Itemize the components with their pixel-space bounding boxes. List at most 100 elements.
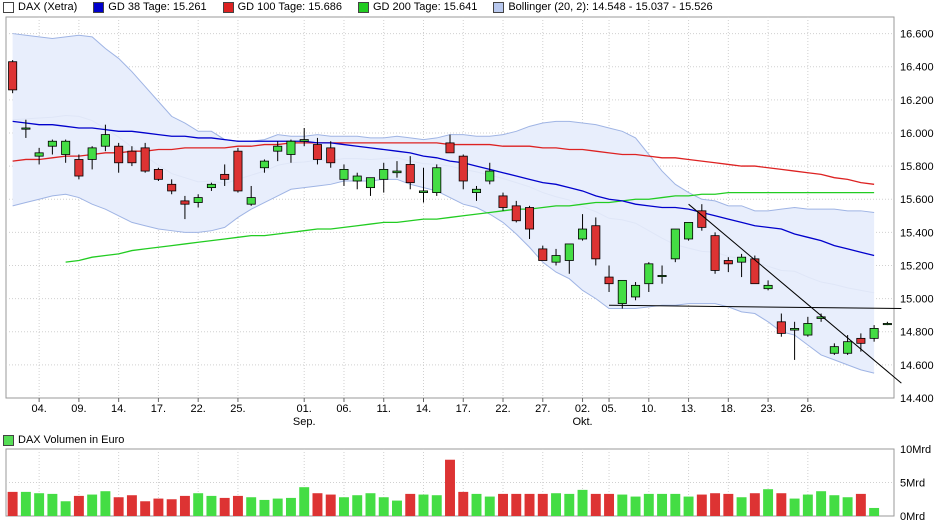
x-tick-label: 01. xyxy=(297,403,312,415)
candle-body xyxy=(657,275,667,278)
x-month-label: Sep. xyxy=(293,416,316,428)
volume-bar xyxy=(113,497,124,516)
volume-bar xyxy=(378,497,389,516)
volume-bar xyxy=(590,493,601,516)
x-tick-label: 17. xyxy=(151,403,166,415)
volume-bar xyxy=(511,493,522,516)
candle-body xyxy=(816,316,826,319)
x-tick-label: 27. xyxy=(535,403,550,415)
volume-bar xyxy=(7,491,18,516)
candle-body xyxy=(604,276,614,285)
x-tick-label: 22. xyxy=(191,403,206,415)
candle-body xyxy=(114,145,124,164)
x-tick-label: 22. xyxy=(495,403,510,415)
candle-body xyxy=(723,260,733,265)
volume-bar xyxy=(20,491,31,516)
price-y-tick-label: 14.400 xyxy=(900,393,934,405)
price-legend-swatch xyxy=(93,1,105,13)
volume-bar xyxy=(339,497,349,516)
candle-body xyxy=(737,256,747,263)
volume-bar xyxy=(87,494,98,516)
candle-body xyxy=(405,164,415,184)
volume-bar xyxy=(193,493,204,516)
candle-body xyxy=(233,150,243,192)
price-legend-label: GD 38 Tage: 15.261 xyxy=(108,1,207,13)
x-tick-label: 26. xyxy=(800,403,815,415)
trendline-resistance xyxy=(688,203,902,384)
candle-body xyxy=(206,183,216,189)
volume-bar xyxy=(643,493,654,516)
bollinger-band-fill xyxy=(12,33,875,374)
candle-body xyxy=(246,197,256,205)
x-tick-label: 14. xyxy=(111,403,126,415)
candle-body xyxy=(471,188,482,193)
volume-bar xyxy=(206,495,217,516)
volume-bar xyxy=(829,495,840,516)
price-legend-swatch xyxy=(357,1,369,13)
candle-body xyxy=(843,341,853,354)
volume-bar xyxy=(445,459,455,516)
volume-bar xyxy=(816,491,827,516)
volume-bar xyxy=(47,493,58,516)
candle-body xyxy=(710,235,720,271)
candle-body xyxy=(273,145,283,152)
x-tick-label: 09. xyxy=(71,403,86,415)
candle-body xyxy=(763,284,773,290)
price-legend-item: GD 100 Tage: 15.686 xyxy=(220,1,342,13)
volume-bar xyxy=(418,494,429,516)
price-legend-item: GD 200 Tage: 15.641 xyxy=(355,1,477,13)
candle-body xyxy=(392,170,402,174)
volume-bar xyxy=(126,495,137,516)
volume-legend-label: DAX Volumen in Euro xyxy=(18,434,125,446)
candle-body xyxy=(299,139,309,142)
volume-bar xyxy=(232,495,243,516)
volume-bar xyxy=(869,507,880,516)
price-legend-label: GD 100 Tage: 15.686 xyxy=(237,1,342,13)
candle-body xyxy=(750,258,760,285)
volume-bar xyxy=(73,495,84,516)
volume-y-tick-label: 0Mrd xyxy=(900,511,925,523)
volume-bar xyxy=(683,496,694,516)
candle-body xyxy=(631,284,641,298)
candle-body xyxy=(869,328,879,339)
candle-body xyxy=(485,170,495,182)
bollinger-upper-line xyxy=(12,33,875,213)
volume-legend-item: DAX Volumen in Euro xyxy=(0,434,124,446)
volume-bar xyxy=(537,493,548,516)
volume-bar xyxy=(365,493,376,516)
x-tick-label: 02. xyxy=(575,403,590,415)
candle-body xyxy=(684,222,694,240)
volume-bar xyxy=(564,493,575,516)
candle-body xyxy=(511,205,521,222)
volume-bar xyxy=(670,493,681,516)
volume-bar xyxy=(352,495,363,516)
candle-body xyxy=(312,144,322,160)
volume-bar xyxy=(60,501,71,516)
volume-bar xyxy=(219,497,230,516)
price-legend-label: GD 200 Tage: 15.641 xyxy=(372,1,478,13)
volume-bar xyxy=(285,497,296,516)
volume-bar xyxy=(259,499,270,516)
volume-bar xyxy=(312,493,323,516)
candle-body xyxy=(856,337,866,344)
volume-bar xyxy=(458,491,469,516)
volume-bar xyxy=(34,493,45,516)
x-tick-label: 04. xyxy=(31,403,46,415)
volume-bar xyxy=(617,494,628,516)
volume-bar xyxy=(100,491,111,516)
candle-body xyxy=(776,321,786,334)
volume-bar xyxy=(140,501,151,516)
price-legend: DAX (Xetra) GD 38 Tage: 15.261 GD 100 Tage… xyxy=(0,0,726,14)
price-y-tick-label: 15.000 xyxy=(900,294,934,306)
price-y-tick-label: 16.000 xyxy=(900,128,934,140)
volume-bar xyxy=(325,494,336,516)
candle-body xyxy=(286,140,296,155)
x-tick-label: 06. xyxy=(336,403,351,415)
candle-body xyxy=(458,155,468,182)
bollinger-middle-line xyxy=(12,115,875,294)
volume-y-tick-label: 5Mrd xyxy=(900,478,925,490)
volume-bar xyxy=(657,493,668,516)
candle-body xyxy=(259,160,269,169)
volume-bar xyxy=(710,493,721,516)
candle-body xyxy=(140,147,150,172)
